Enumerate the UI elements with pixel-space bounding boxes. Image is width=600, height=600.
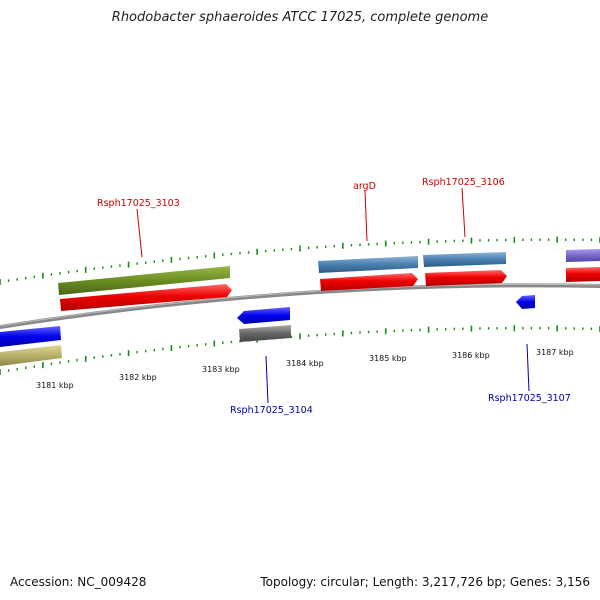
leader-rsph-3103: [136, 208, 143, 258]
label-rsph-3107: Rsph17025_3107: [488, 393, 571, 404]
gene-rsph-3104-gray[interactable]: [239, 325, 291, 342]
outer-tick-ring: [0, 236, 600, 285]
map-title: Rhodobacter sphaeroides ATCC 17025, comp…: [111, 10, 489, 25]
label-rsph-3104: Rsph17025_3104: [230, 405, 313, 416]
gene-rsph-3104-blue[interactable]: [237, 307, 290, 324]
gene-rsph-3106-steelblue[interactable]: [423, 252, 506, 267]
gene-right-slateblue[interactable]: [566, 249, 600, 262]
kbp-label-3185: 3185 kbp: [369, 354, 407, 363]
genome-summary-text: Topology: circular; Length: 3,217,726 bp…: [260, 575, 590, 589]
gene-rsph-3107-blue[interactable]: [516, 295, 535, 309]
genome-backbone: [0, 283, 600, 329]
label-rsph-3106: Rsph17025_3106: [422, 177, 505, 188]
kbp-label-3183: 3183 kbp: [202, 365, 240, 374]
gene-rsph-3103-olive[interactable]: [58, 266, 230, 295]
gene-left-khaki[interactable]: [0, 345, 62, 366]
gene-right-cds[interactable]: [566, 267, 600, 282]
genome-backbone-highlight: [0, 283, 600, 327]
leader-rsph-3107: [526, 343, 530, 392]
kbp-label-3184: 3184 kbp: [286, 359, 324, 368]
kbp-label-3187: 3187 kbp: [536, 348, 574, 357]
kbp-label-3186: 3186 kbp: [452, 351, 490, 360]
gene-argD-steelblue[interactable]: [318, 256, 418, 273]
kbp-label-3181: 3181 kbp: [36, 381, 74, 390]
accession-text: Accession: NC_009428: [10, 575, 147, 589]
gene-rsph-3103-cds[interactable]: [60, 284, 232, 311]
leader-argD: [364, 190, 368, 242]
gene-rsph-3106-cds[interactable]: [425, 270, 507, 286]
leader-rsph-3106: [461, 187, 466, 238]
gene-argD-cds[interactable]: [320, 273, 418, 291]
label-argD: argD: [353, 181, 376, 192]
kbp-label-3182: 3182 kbp: [119, 373, 157, 382]
gene-left-blue[interactable]: [0, 326, 61, 347]
label-rsph-3103: Rsph17025_3103: [97, 198, 180, 209]
leader-rsph-3104: [265, 355, 269, 404]
